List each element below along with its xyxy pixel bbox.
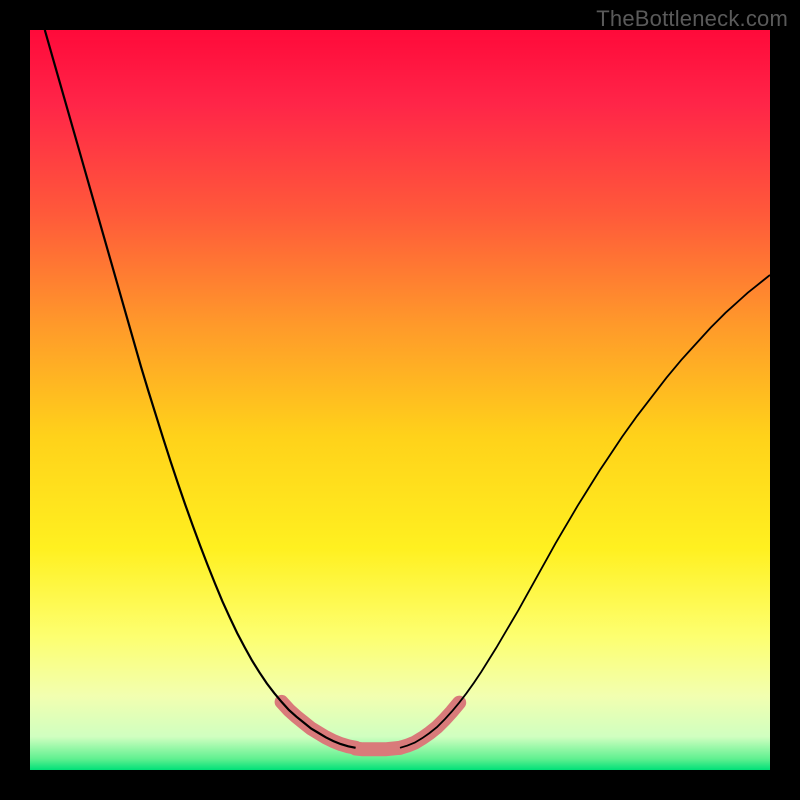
plot-area <box>30 30 770 770</box>
chart-svg <box>30 30 770 770</box>
watermark-text: TheBottleneck.com <box>596 6 788 32</box>
gradient-background <box>30 30 770 770</box>
